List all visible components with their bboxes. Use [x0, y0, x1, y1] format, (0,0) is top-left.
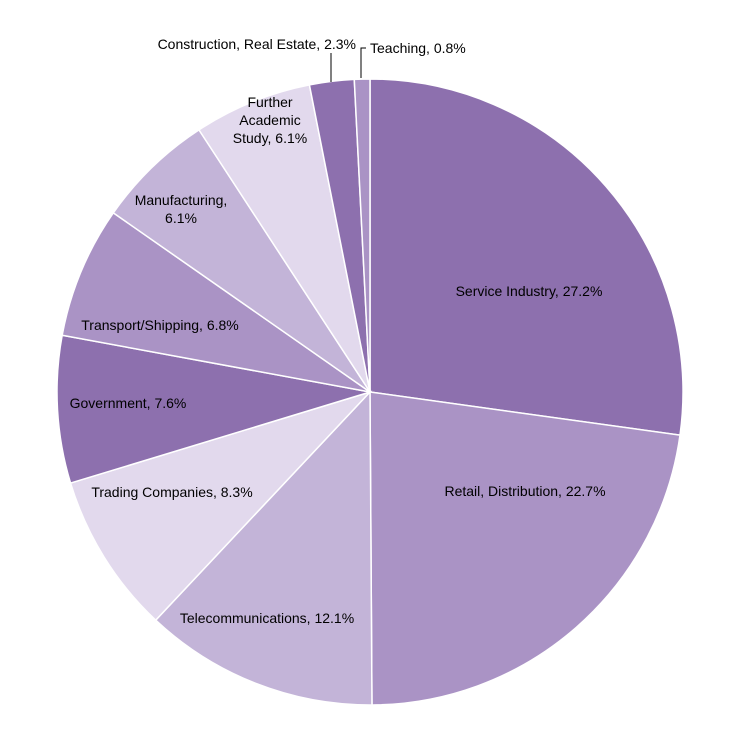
data-label-line: Retail, Distribution, 22.7% — [444, 483, 605, 499]
pie-slice-trading-companies — [69, 390, 373, 622]
pie-slice-government — [56, 334, 371, 485]
data-label-government: Government, 7.6% — [70, 395, 187, 411]
data-label-line: Government, 7.6% — [70, 395, 187, 411]
pie-slice-further-academic-study — [197, 84, 371, 393]
data-label-line: Manufacturing, — [135, 192, 228, 208]
data-label-line: Teaching, 0.8% — [370, 40, 466, 56]
data-label-telecommunications: Telecommunications, 12.1% — [180, 610, 354, 626]
pie-slice-transport-shipping — [61, 211, 371, 393]
data-label-line: Telecommunications, 12.1% — [180, 610, 354, 626]
pie-slice-telecommunications — [154, 390, 373, 706]
data-label-line: Study, 6.1% — [233, 130, 307, 146]
pie-slice-teaching — [353, 78, 371, 393]
data-label-line: Construction, Real Estate, 2.3% — [158, 36, 356, 52]
data-label-line: Transport/Shipping, 6.8% — [81, 317, 238, 333]
data-label-line: Service Industry, 27.2% — [456, 283, 603, 299]
leader-line — [360, 47, 366, 78]
data-labels-layer: Service Industry, 27.2% Retail, Distribut… — [70, 36, 606, 626]
data-label-further-academic-study: Further Academic Study, 6.1% — [233, 94, 307, 146]
data-label-teaching: Teaching, 0.8% — [370, 40, 466, 56]
data-label-trading-companies: Trading Companies, 8.3% — [91, 484, 252, 500]
slices-layer — [56, 78, 684, 706]
leader-lines-layer — [330, 47, 366, 82]
data-label-construction-real-estate: Construction, Real Estate, 2.3% — [158, 36, 356, 52]
data-label-line: 6.1% — [165, 210, 197, 226]
data-label-service-industry: Service Industry, 27.2% — [456, 283, 603, 299]
data-label-line: Academic — [239, 112, 300, 128]
data-label-manufacturing: Manufacturing, 6.1% — [135, 192, 228, 226]
pie-slice-retail-distribution — [369, 391, 681, 706]
data-label-line: Further — [247, 94, 292, 110]
pie-slice-manufacturing — [112, 128, 371, 393]
data-label-retail-distribution: Retail, Distribution, 22.7% — [444, 483, 605, 499]
data-label-line: Trading Companies, 8.3% — [91, 484, 252, 500]
data-label-transport-shipping: Transport/Shipping, 6.8% — [81, 317, 238, 333]
pie-slice-service-industry — [369, 78, 684, 436]
